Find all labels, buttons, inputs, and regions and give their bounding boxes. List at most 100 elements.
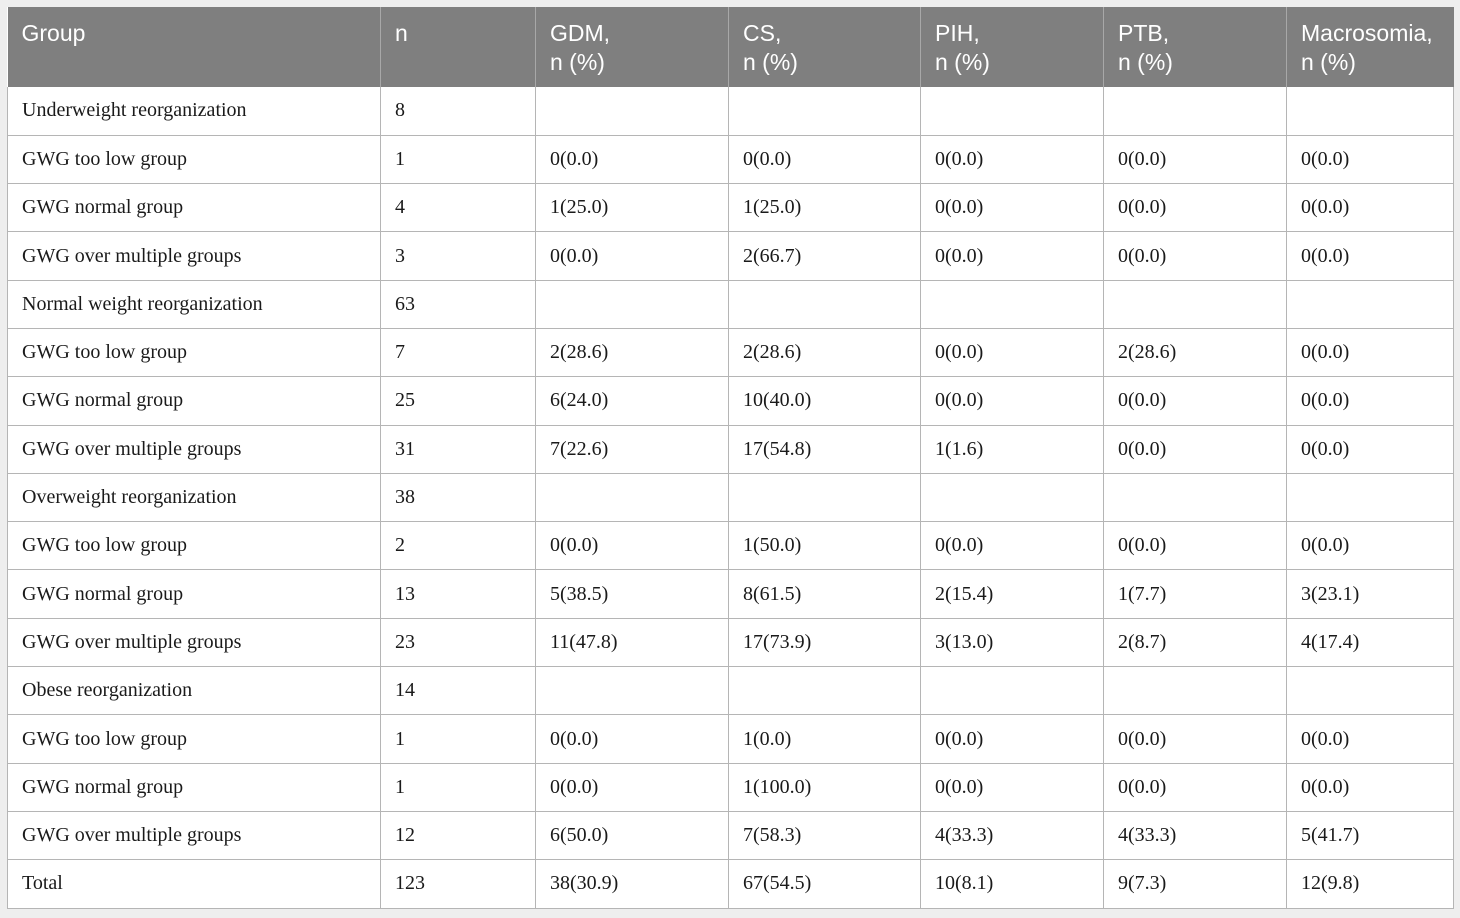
group-cell: GWG too low group: [7, 714, 381, 764]
ptb-cell: 9(7.3): [1103, 859, 1287, 909]
ptb-cell: 0(0.0): [1103, 231, 1287, 281]
group-cell: GWG over multiple groups: [7, 231, 381, 281]
header-gdm: GDM, n (%): [535, 7, 729, 87]
cs-cell: 2(66.7): [728, 231, 921, 281]
header-line: Group: [21, 20, 86, 46]
gdm-cell: 1(25.0): [535, 183, 729, 233]
gdm-cell: 7(22.6): [535, 425, 729, 474]
header-pih: PIH, n (%): [920, 7, 1104, 87]
group-cell: GWG normal group: [7, 183, 381, 233]
ptb-cell: 1(7.7): [1103, 569, 1287, 619]
group-cell: GWG normal group: [7, 376, 381, 426]
macrosomia-cell: [1286, 280, 1454, 329]
n-cell: 31: [380, 425, 536, 474]
table-row: GWG over multiple groups 23 11(47.8) 17(73.…: [7, 618, 1454, 668]
header-line: n (%): [743, 49, 798, 75]
header-ptb: PTB, n (%): [1103, 7, 1287, 87]
macrosomia-cell: [1286, 473, 1454, 523]
table-row: Overweight reorganization 38: [7, 473, 1454, 523]
gdm-cell: [535, 666, 729, 716]
cs-cell: 2(28.6): [728, 328, 921, 378]
group-cell: GWG over multiple groups: [7, 618, 381, 668]
group-cell: Underweight reorganization: [7, 87, 381, 136]
gdm-cell: [535, 473, 729, 523]
gdm-cell: 0(0.0): [535, 231, 729, 281]
macrosomia-cell: 0(0.0): [1286, 183, 1454, 233]
macrosomia-cell: 0(0.0): [1286, 763, 1454, 812]
n-cell: 8: [380, 87, 536, 136]
group-cell: GWG too low group: [7, 521, 381, 571]
ptb-cell: 2(8.7): [1103, 618, 1287, 668]
n-cell: 12: [380, 811, 536, 861]
n-cell: 13: [380, 569, 536, 619]
macrosomia-cell: 12(9.8): [1286, 859, 1454, 909]
n-cell: 23: [380, 618, 536, 668]
n-cell: 123: [380, 859, 536, 909]
table-row: GWG normal group 4 1(25.0) 1(25.0) 0(0.0) 0(0…: [7, 183, 1454, 233]
pih-cell: 0(0.0): [920, 763, 1104, 812]
group-cell: GWG normal group: [7, 763, 381, 812]
pih-cell: [920, 87, 1104, 136]
n-cell: 1: [380, 763, 536, 812]
pih-cell: 2(15.4): [920, 569, 1104, 619]
cs-cell: 17(54.8): [728, 425, 921, 474]
group-cell: Overweight reorganization: [7, 473, 381, 523]
n-cell: 1: [380, 135, 536, 185]
header-line: PTB,: [1118, 20, 1170, 46]
gdm-cell: 0(0.0): [535, 135, 729, 185]
pih-cell: 0(0.0): [920, 376, 1104, 426]
gdm-cell: 0(0.0): [535, 521, 729, 571]
cs-cell: 1(50.0): [728, 521, 921, 571]
table-row: GWG normal group 1 0(0.0) 1(100.0) 0(0.0) 0(0…: [7, 763, 1454, 812]
cs-cell: 8(61.5): [728, 569, 921, 619]
ptb-cell: 0(0.0): [1103, 376, 1287, 426]
ptb-cell: 4(33.3): [1103, 811, 1287, 861]
table-row: GWG over multiple groups 3 0(0.0) 2(66.7) 0(…: [7, 231, 1454, 281]
pih-cell: 0(0.0): [920, 714, 1104, 764]
cs-cell: 1(25.0): [728, 183, 921, 233]
header-line: PIH,: [935, 20, 980, 46]
ptb-cell: 2(28.6): [1103, 328, 1287, 378]
pih-cell: 10(8.1): [920, 859, 1104, 909]
ptb-cell: 0(0.0): [1103, 425, 1287, 474]
macrosomia-cell: 0(0.0): [1286, 714, 1454, 764]
pih-cell: 4(33.3): [920, 811, 1104, 861]
macrosomia-cell: [1286, 87, 1454, 136]
cs-cell: 7(58.3): [728, 811, 921, 861]
table-row: GWG normal group 13 5(38.5) 8(61.5) 2(15.4) 1…: [7, 569, 1454, 619]
pih-cell: 0(0.0): [920, 231, 1104, 281]
ptb-cell: 0(0.0): [1103, 763, 1287, 812]
group-cell: Total: [7, 859, 381, 909]
ptb-cell: [1103, 87, 1287, 136]
cs-cell: [728, 87, 921, 136]
pih-cell: [920, 473, 1104, 523]
n-cell: 38: [380, 473, 536, 523]
ptb-cell: [1103, 280, 1287, 329]
macrosomia-cell: 0(0.0): [1286, 135, 1454, 185]
gdm-cell: 6(24.0): [535, 376, 729, 426]
header-row: Group n GDM, n (%) CS, n (%) PIH, n (%) PTB, n (%…: [7, 7, 1454, 87]
cs-cell: 17(73.9): [728, 618, 921, 668]
group-cell: GWG too low group: [7, 328, 381, 378]
table-row: GWG over multiple groups 31 7(22.6) 17(54.8…: [7, 425, 1454, 474]
pih-cell: 1(1.6): [920, 425, 1104, 474]
pih-cell: 0(0.0): [920, 328, 1104, 378]
cs-cell: 1(100.0): [728, 763, 921, 812]
gdm-cell: [535, 87, 729, 136]
ptb-cell: 0(0.0): [1103, 135, 1287, 185]
table-row: GWG too low group 1 0(0.0) 0(0.0) 0(0.0) 0(0.…: [7, 135, 1454, 185]
ptb-cell: 0(0.0): [1103, 521, 1287, 571]
n-cell: 25: [380, 376, 536, 426]
header-line: Macrosomia,: [1301, 20, 1433, 46]
gdm-cell: 6(50.0): [535, 811, 729, 861]
table-row: GWG over multiple groups 12 6(50.0) 7(58.3)…: [7, 811, 1454, 861]
header-line: n (%): [1301, 49, 1356, 75]
header-cs: CS, n (%): [728, 7, 921, 87]
ptb-cell: [1103, 666, 1287, 716]
group-cell: Normal weight reorganization: [7, 280, 381, 329]
pih-cell: 3(13.0): [920, 618, 1104, 668]
group-cell: GWG over multiple groups: [7, 425, 381, 474]
table-row: GWG too low group 2 0(0.0) 1(50.0) 0(0.0) 0(0…: [7, 521, 1454, 571]
macrosomia-cell: [1286, 666, 1454, 716]
